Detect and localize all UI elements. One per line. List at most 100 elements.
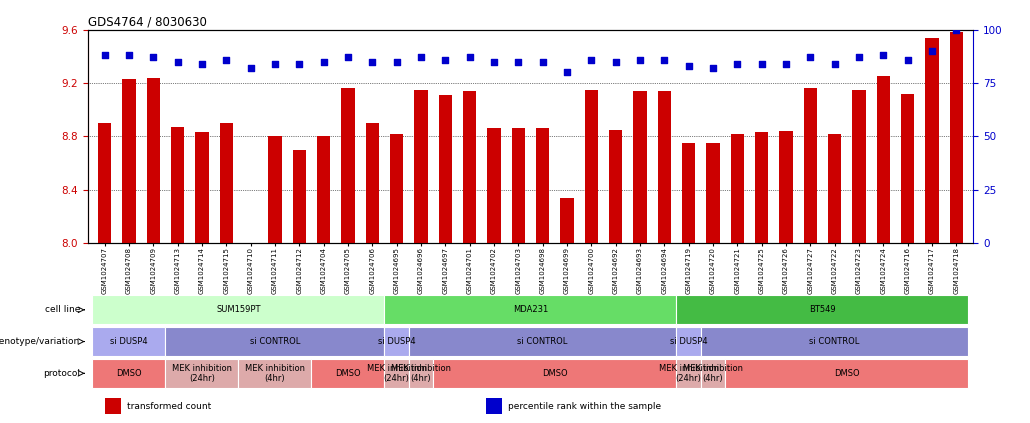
- Text: MEK inhibition
(24hr): MEK inhibition (24hr): [658, 364, 719, 383]
- FancyBboxPatch shape: [93, 327, 166, 356]
- Bar: [123, 79, 136, 243]
- Point: [291, 60, 308, 67]
- Point: [169, 58, 185, 65]
- Bar: [585, 90, 598, 243]
- FancyBboxPatch shape: [238, 359, 311, 388]
- Bar: [633, 91, 647, 243]
- Text: cell line: cell line: [45, 305, 80, 314]
- Point: [826, 60, 843, 67]
- Point: [656, 56, 673, 63]
- Point: [535, 58, 551, 65]
- Bar: [950, 32, 963, 243]
- Bar: [487, 129, 501, 243]
- FancyBboxPatch shape: [700, 327, 968, 356]
- Text: si CONTROL: si CONTROL: [249, 337, 300, 346]
- Point: [681, 63, 697, 69]
- Text: MEK inhibition
(4hr): MEK inhibition (4hr): [245, 364, 305, 383]
- Bar: [293, 150, 306, 243]
- Bar: [901, 94, 915, 243]
- Bar: [609, 130, 622, 243]
- Bar: [877, 76, 890, 243]
- Bar: [828, 134, 842, 243]
- Text: BT549: BT549: [810, 305, 835, 314]
- Point: [631, 56, 648, 63]
- Text: genotype/variation: genotype/variation: [0, 337, 80, 346]
- Bar: [536, 129, 549, 243]
- FancyBboxPatch shape: [409, 359, 433, 388]
- Bar: [317, 136, 331, 243]
- Point: [802, 54, 819, 61]
- FancyBboxPatch shape: [166, 359, 238, 388]
- Text: MEK inhibition
(4hr): MEK inhibition (4hr): [391, 364, 451, 383]
- Point: [486, 58, 503, 65]
- Bar: [244, 243, 258, 244]
- Bar: [707, 143, 720, 243]
- Bar: [146, 78, 160, 243]
- Point: [315, 58, 332, 65]
- Point: [729, 60, 746, 67]
- Text: GDS4764 / 8030630: GDS4764 / 8030630: [88, 16, 206, 28]
- FancyBboxPatch shape: [677, 359, 700, 388]
- Text: si CONTROL: si CONTROL: [517, 337, 568, 346]
- Point: [242, 65, 259, 71]
- Text: si DUSP4: si DUSP4: [670, 337, 708, 346]
- Point: [851, 54, 867, 61]
- Text: DMSO: DMSO: [335, 369, 360, 378]
- Point: [608, 58, 624, 65]
- Bar: [780, 131, 793, 243]
- Point: [194, 60, 210, 67]
- Point: [705, 65, 721, 71]
- Point: [899, 56, 916, 63]
- Text: MDA231: MDA231: [513, 305, 548, 314]
- Bar: [219, 123, 233, 243]
- Text: SUM159PT: SUM159PT: [216, 305, 261, 314]
- Bar: [803, 88, 817, 243]
- Bar: [852, 90, 865, 243]
- Point: [558, 69, 575, 76]
- Point: [753, 60, 769, 67]
- Bar: [414, 90, 427, 243]
- Text: protocol: protocol: [43, 369, 80, 378]
- Point: [413, 54, 430, 61]
- Text: percentile rank within the sample: percentile rank within the sample: [509, 401, 661, 411]
- Point: [948, 26, 964, 33]
- FancyBboxPatch shape: [384, 359, 409, 388]
- Text: si DUSP4: si DUSP4: [378, 337, 415, 346]
- Point: [388, 58, 405, 65]
- Bar: [730, 134, 744, 243]
- Point: [924, 47, 940, 54]
- Bar: [98, 123, 111, 243]
- Bar: [105, 398, 122, 414]
- Bar: [462, 91, 476, 243]
- Text: MEK inhibition
(24hr): MEK inhibition (24hr): [172, 364, 232, 383]
- FancyBboxPatch shape: [409, 327, 677, 356]
- Bar: [171, 127, 184, 243]
- Point: [218, 56, 235, 63]
- Point: [97, 52, 113, 59]
- Bar: [512, 129, 525, 243]
- FancyBboxPatch shape: [677, 327, 700, 356]
- Text: MEK inhibition
(24hr): MEK inhibition (24hr): [367, 364, 426, 383]
- FancyBboxPatch shape: [433, 359, 677, 388]
- Text: DMSO: DMSO: [542, 369, 568, 378]
- Bar: [366, 123, 379, 243]
- Text: MEK inhibition
(4hr): MEK inhibition (4hr): [683, 364, 743, 383]
- FancyBboxPatch shape: [384, 295, 677, 324]
- Bar: [560, 198, 574, 243]
- FancyBboxPatch shape: [700, 359, 725, 388]
- Point: [778, 60, 794, 67]
- Text: transformed count: transformed count: [128, 401, 211, 411]
- Point: [583, 56, 599, 63]
- Bar: [682, 143, 695, 243]
- FancyBboxPatch shape: [166, 327, 384, 356]
- FancyBboxPatch shape: [311, 359, 384, 388]
- Bar: [439, 95, 452, 243]
- Point: [340, 54, 356, 61]
- Bar: [196, 132, 209, 243]
- FancyBboxPatch shape: [384, 327, 409, 356]
- Bar: [390, 134, 404, 243]
- Bar: [755, 132, 768, 243]
- Point: [461, 54, 478, 61]
- Bar: [657, 91, 671, 243]
- FancyBboxPatch shape: [677, 295, 968, 324]
